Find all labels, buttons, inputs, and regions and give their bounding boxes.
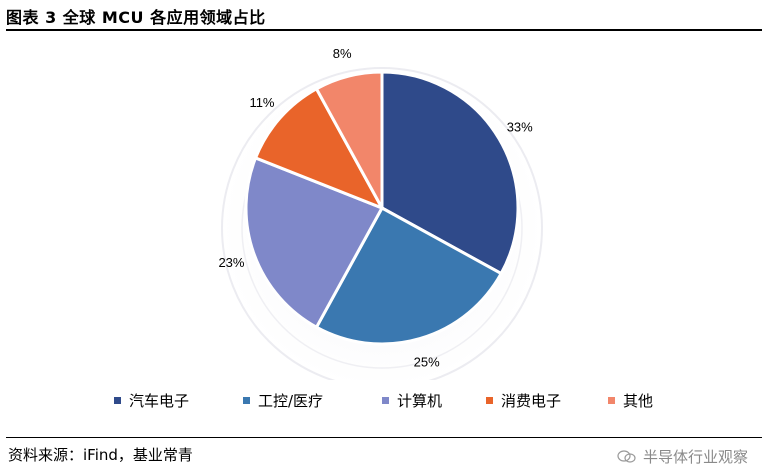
figure-title: 图表 3 全球 MCU 各应用领域占比 <box>6 8 266 27</box>
legend-label: 工控/医疗 <box>258 392 324 410</box>
pie-slice <box>244 155 385 330</box>
slice-value-label: 25% <box>414 355 440 370</box>
slice-value-label: 33% <box>507 120 533 135</box>
legend-swatch <box>382 397 389 404</box>
slice-value-label: 23% <box>218 255 244 270</box>
legend-item: 消费电子 <box>486 390 561 411</box>
pie-slice <box>314 70 384 209</box>
legend-swatch <box>608 397 615 404</box>
legend-label: 消费电子 <box>501 392 562 410</box>
pie-slice <box>314 205 504 346</box>
title-divider <box>6 29 762 31</box>
legend-item: 汽车电子 <box>114 390 189 411</box>
pie-slices <box>244 70 520 346</box>
legend-item: 工控/医疗 <box>243 390 323 411</box>
slice-value-label: 11% <box>249 95 274 110</box>
watermark-text: 半导体行业观察 <box>642 448 748 466</box>
source-note: 资料来源：iFind，基业常青 <box>8 446 193 464</box>
legend-swatch <box>114 397 121 404</box>
pie-slice <box>253 86 386 211</box>
slice-value-label: 8% <box>333 46 352 61</box>
legend-item: 计算机 <box>382 390 442 411</box>
chart-legend: 汽车电子 工控/医疗 计算机 消费电子 其他 <box>0 390 766 412</box>
pie-slice <box>380 70 520 276</box>
footer-divider <box>6 437 762 438</box>
legend-label: 汽车电子 <box>129 392 190 410</box>
legend-swatch <box>486 397 493 404</box>
wechat-icon <box>617 449 636 463</box>
legend-item: 其他 <box>608 390 653 411</box>
legend-label: 计算机 <box>397 392 443 410</box>
legend-swatch <box>243 397 250 404</box>
wechat-watermark: 半导体行业观察 <box>617 446 748 467</box>
pie-chart: 33% 25% 23% 11% 8% <box>218 46 543 380</box>
legend-label: 其他 <box>623 392 654 410</box>
pie-labels: 33% 25% 23% 11% 8% <box>218 46 533 370</box>
